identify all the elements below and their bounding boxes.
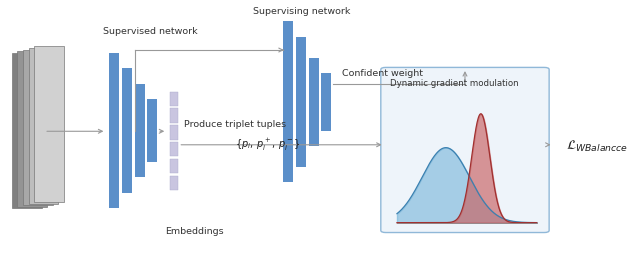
Bar bbox=[308, 58, 319, 146]
Bar bbox=[170, 92, 179, 106]
FancyBboxPatch shape bbox=[34, 46, 64, 202]
FancyBboxPatch shape bbox=[17, 51, 47, 207]
Text: $\{p_i,\, p_i^+,\, p_i^-\}$: $\{p_i,\, p_i^+,\, p_i^-\}$ bbox=[235, 137, 301, 153]
Bar bbox=[170, 142, 179, 156]
Text: $\mathcal{L}_{WBalancce}$: $\mathcal{L}_{WBalancce}$ bbox=[566, 139, 628, 154]
Bar bbox=[109, 53, 119, 208]
Bar bbox=[122, 68, 132, 193]
Bar bbox=[170, 159, 179, 173]
Text: Dynamic gradient modulation: Dynamic gradient modulation bbox=[390, 79, 519, 88]
Bar bbox=[170, 125, 179, 140]
Text: Embeddings: Embeddings bbox=[165, 227, 224, 236]
Bar bbox=[284, 21, 293, 182]
Text: Supervising network: Supervising network bbox=[253, 7, 351, 16]
FancyBboxPatch shape bbox=[23, 50, 53, 205]
Text: Supervised network: Supervised network bbox=[103, 27, 198, 36]
FancyBboxPatch shape bbox=[29, 48, 58, 204]
Text: Produce triplet tuples: Produce triplet tuples bbox=[184, 120, 286, 128]
Bar bbox=[170, 108, 179, 123]
Bar bbox=[296, 37, 307, 167]
Bar bbox=[147, 99, 157, 162]
Bar bbox=[135, 84, 145, 177]
FancyBboxPatch shape bbox=[12, 53, 42, 208]
FancyBboxPatch shape bbox=[381, 67, 549, 233]
Bar bbox=[170, 176, 179, 190]
Text: Confident weight: Confident weight bbox=[342, 69, 423, 78]
Bar bbox=[321, 73, 331, 130]
